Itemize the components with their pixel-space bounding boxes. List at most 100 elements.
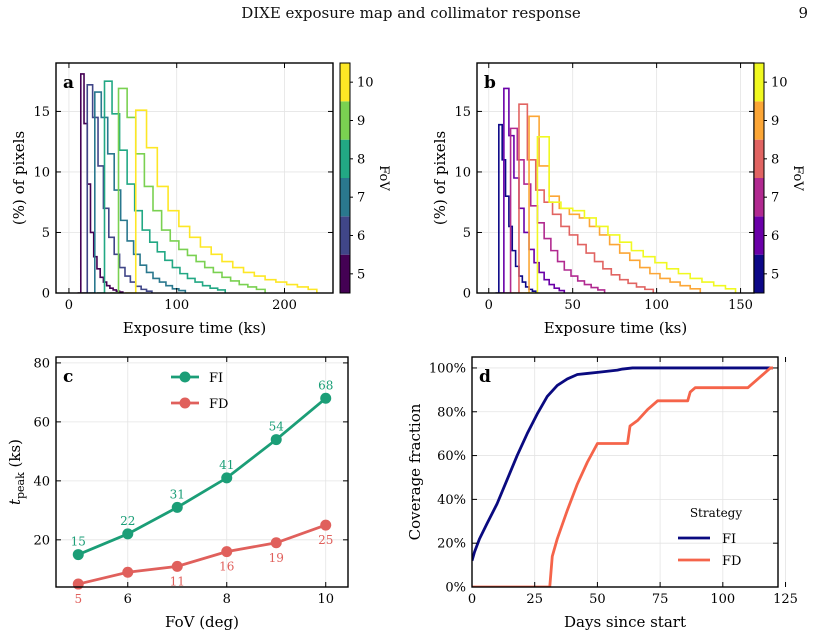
marker-FI	[122, 528, 134, 540]
histogram-series-group	[77, 73, 318, 293]
y-tick-label: 40%	[437, 493, 466, 508]
panel-d: 0 25 50 75 100 125 0% 20% 40% 60% 80% 100% Days sinc…	[406, 356, 798, 631]
marker-FD	[171, 560, 183, 572]
y-axis-label-unit: (ks)	[6, 439, 24, 472]
colorbar-tick-label: 6	[357, 229, 365, 244]
histogram-series-fov-6	[498, 87, 566, 293]
panel-letter: b	[484, 73, 496, 93]
colorbar-frame	[339, 62, 351, 294]
marker-FI	[320, 392, 332, 404]
x-tick-label: 100	[164, 298, 189, 313]
y-tick-label: 100%	[429, 361, 466, 376]
line-series-FD	[472, 366, 773, 587]
colorbar-segment	[340, 178, 350, 217]
x-tick-label: 125	[773, 592, 798, 607]
histogram-series-fov-10	[525, 136, 737, 293]
colorbar-tick-label: 9	[771, 114, 779, 129]
x-axis-label: Exposure time (ks)	[123, 319, 266, 337]
panel-a: 0 100 200 0 5 10 15 Exposure time (ks) (%) of pi…	[10, 62, 391, 337]
y-axis-label: tpeak (ks)	[6, 439, 27, 505]
data-label-FD: 5	[74, 592, 82, 606]
panel-letter: c	[63, 367, 73, 387]
legend-label-FD: FD	[209, 397, 228, 412]
y-tick-label: 10	[454, 165, 471, 180]
y-tick-label: 20	[33, 533, 50, 548]
marker-FD	[320, 519, 332, 531]
histogram-series-fov-10	[124, 109, 318, 293]
histogram-series-group	[495, 87, 737, 293]
histogram-series-fov-7	[503, 127, 606, 293]
page-number: 9	[798, 4, 808, 22]
x-tick-label: 150	[728, 298, 753, 313]
plot-frame	[55, 62, 334, 294]
legend-label-FI: FI	[209, 371, 223, 386]
line-series-FI	[472, 366, 773, 562]
colorbar-label: FoV	[790, 165, 805, 191]
y-tick-label: 15	[454, 105, 471, 120]
histogram-series-fov-9	[109, 87, 266, 293]
histogram-series-fov-5	[77, 73, 124, 293]
colorbar-segment	[340, 216, 350, 255]
colorbar-tick-label: 7	[771, 191, 779, 206]
colorbar-segment	[754, 216, 764, 255]
y-tick-label: 5	[463, 226, 471, 241]
histogram-series-fov-8	[510, 103, 655, 293]
colorbar-segment	[754, 63, 764, 102]
x-axis-label: Days since start	[564, 613, 686, 631]
y-tick-label: 80	[33, 356, 50, 371]
data-label-FD: 19	[269, 551, 284, 565]
line-series-FD	[77, 523, 327, 586]
x-tick-label: 100	[710, 592, 735, 607]
histogram-series-fov-9	[518, 115, 702, 293]
x-tick-label: 6	[124, 592, 132, 607]
plot-frame	[55, 356, 349, 588]
running-title: DIXE exposure map and collimator respons…	[241, 4, 581, 22]
y-axis-label: (%) of pixels	[10, 131, 28, 225]
line-series-group	[472, 366, 773, 587]
x-tick-label: 50	[564, 298, 581, 313]
y-axis-label: Coverage fraction	[406, 403, 424, 540]
histogram-series-fov-8	[96, 80, 227, 293]
data-label-FI: 31	[170, 487, 185, 501]
data-label-FI: 22	[120, 514, 135, 528]
y-axis-label: (%) of pixels	[431, 131, 449, 225]
colorbar-segment	[754, 139, 764, 178]
marker-FI	[171, 501, 183, 513]
data-label-FD: 11	[170, 574, 185, 588]
colorbar-tick-label: 6	[771, 229, 779, 244]
panel-letter: a	[63, 73, 74, 93]
y-axis-label-main: t	[6, 498, 24, 505]
colorbar-tick-label: 8	[357, 152, 365, 167]
x-tick-label: 100	[644, 298, 669, 313]
colorbar-segment	[754, 178, 764, 217]
x-tick-label: 8	[223, 592, 231, 607]
colorbar-segment	[340, 254, 350, 293]
x-tick-label: 0	[65, 298, 73, 313]
plot-frame	[471, 356, 779, 588]
y-tick-label: 15	[33, 105, 50, 120]
y-tick-label: 60%	[437, 449, 466, 464]
data-label-FD: 25	[318, 533, 333, 547]
x-tick-label: 0	[468, 592, 476, 607]
x-tick-label: 0	[485, 298, 493, 313]
data-label-FI: 41	[219, 458, 234, 472]
y-tick-label: 0	[463, 287, 471, 302]
legend-marker-FD	[179, 397, 191, 409]
y-tick-label: 10	[33, 165, 50, 180]
y-tick-label: 20%	[437, 537, 466, 552]
marker-FD	[221, 546, 233, 558]
colorbar-segment	[754, 101, 764, 140]
line-series-FI	[77, 397, 327, 556]
data-label-FI: 15	[71, 535, 86, 549]
legend-label-FD: FD	[722, 554, 741, 569]
x-axis-label: FoV (deg)	[165, 613, 239, 631]
colorbar-segment	[754, 254, 764, 293]
colorbar-label: FoV	[376, 165, 391, 191]
x-tick-label: 10	[317, 592, 334, 607]
colorbar-tick-label: 5	[357, 267, 365, 282]
panel-b: 0 50 100 150 0 5 10 15 Exposure time (ks) (%) of …	[431, 62, 805, 337]
histogram-series-fov-7	[88, 91, 187, 293]
colorbar-frame	[753, 62, 765, 294]
